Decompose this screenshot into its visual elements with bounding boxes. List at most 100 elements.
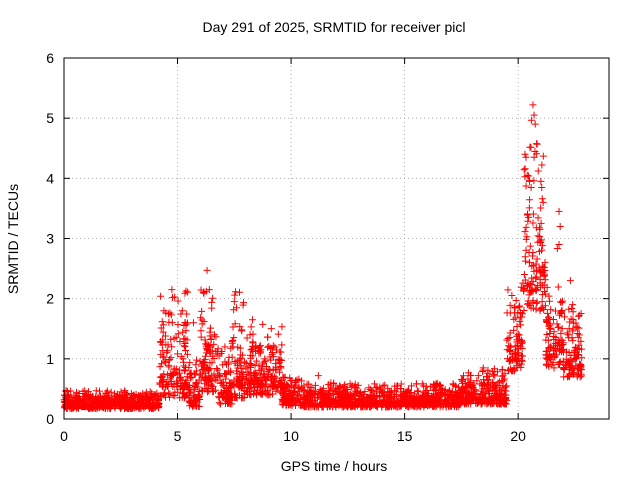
data-point [180, 358, 188, 366]
data-point [578, 354, 586, 362]
data-point [186, 370, 194, 378]
data-point [490, 371, 498, 379]
data-point [561, 313, 569, 321]
data-point [356, 391, 364, 399]
data-point [503, 309, 511, 317]
data-point [530, 261, 538, 269]
data-point [204, 363, 212, 371]
data-point [455, 384, 463, 392]
data-point [116, 402, 124, 410]
data-point [215, 393, 223, 401]
data-point [553, 320, 561, 328]
data-point [161, 332, 169, 340]
data-point [358, 403, 366, 411]
data-point [160, 391, 168, 399]
data-point [225, 379, 233, 387]
y-tick-label: 1 [46, 351, 54, 367]
data-point [481, 395, 489, 403]
data-point [328, 396, 336, 404]
data-point [342, 385, 350, 393]
data-point [181, 364, 189, 372]
tick-labels: 0 5 10 15 20 0 1 2 3 4 5 6 [46, 50, 526, 444]
data-point [443, 400, 451, 408]
grid-lines [64, 58, 609, 419]
data-point [198, 307, 206, 315]
data-point [532, 299, 540, 307]
data-point [572, 319, 580, 327]
data-point [275, 368, 283, 376]
data-point [346, 390, 354, 398]
data-point [545, 322, 553, 330]
data-point [176, 373, 184, 381]
data-point [277, 357, 285, 365]
y-tick-label: 0 [46, 411, 54, 427]
data-point [531, 120, 539, 128]
data-point [248, 345, 256, 353]
data-point [300, 386, 308, 394]
data-point [527, 184, 535, 192]
data-point [181, 346, 189, 354]
data-point [420, 382, 428, 390]
data-point [538, 242, 546, 250]
data-point [463, 384, 471, 392]
data-point [523, 171, 531, 179]
data-point [272, 363, 280, 371]
data-point [79, 387, 87, 395]
data-point [220, 370, 228, 378]
data-point [438, 385, 446, 393]
data-point [513, 361, 521, 369]
data-point [193, 396, 201, 404]
data-point [536, 237, 544, 245]
data-point [174, 350, 182, 358]
data-point [236, 288, 244, 296]
data-point [578, 345, 586, 353]
data-point [310, 389, 318, 397]
data-point [522, 182, 530, 190]
data-point [304, 388, 312, 396]
data-point [522, 153, 530, 161]
data-point [529, 210, 537, 218]
data-point [546, 330, 554, 338]
data-point [172, 333, 180, 341]
data-point [373, 400, 381, 408]
data-point [291, 387, 299, 395]
data-point [369, 388, 377, 396]
data-point [377, 399, 385, 407]
data-point [537, 219, 545, 227]
data-point [238, 372, 246, 380]
data-point [541, 258, 549, 266]
data-point [257, 366, 265, 374]
data-point [213, 365, 221, 373]
data-points [60, 101, 586, 412]
data-point [76, 402, 84, 410]
data-point [229, 392, 237, 400]
data-point [537, 269, 545, 277]
data-point [127, 389, 135, 397]
data-point [537, 204, 545, 212]
data-point [218, 347, 226, 355]
data-point [555, 359, 563, 367]
data-point [437, 400, 445, 408]
data-point [236, 323, 244, 331]
data-point [168, 380, 176, 388]
data-point [545, 297, 553, 305]
data-point [197, 376, 205, 384]
data-point [543, 347, 551, 355]
data-point [145, 393, 153, 401]
data-point [123, 404, 131, 412]
data-point [253, 373, 261, 381]
data-point [525, 204, 533, 212]
data-point [577, 372, 585, 380]
data-point [540, 272, 548, 280]
data-point [336, 388, 344, 396]
data-point [61, 402, 69, 410]
data-point [446, 388, 454, 396]
data-point [242, 375, 250, 383]
data-point [146, 388, 154, 396]
data-point [488, 399, 496, 407]
data-point [547, 306, 555, 314]
data-point [189, 319, 197, 327]
data-point [520, 306, 528, 314]
data-point [386, 395, 394, 403]
chart-title: Day 291 of 2025, SRMTID for receiver pic… [203, 19, 466, 35]
